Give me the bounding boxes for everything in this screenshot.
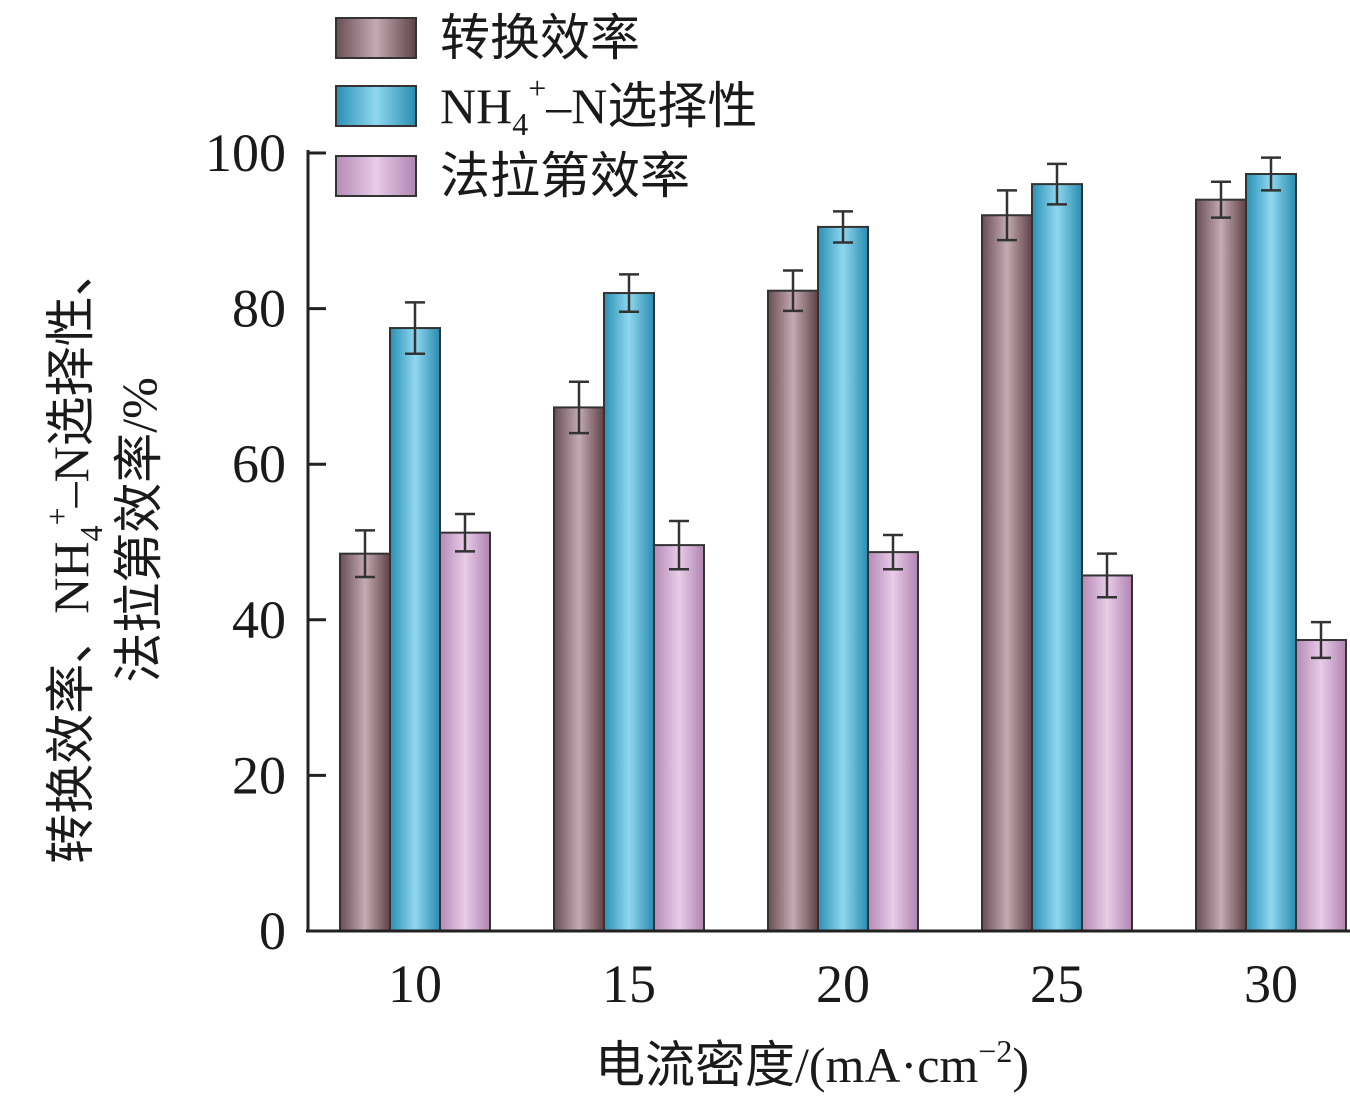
bar-1-10 [389, 327, 441, 932]
y-ticks-layer: 0 20 40 60 80 100 [205, 123, 326, 961]
bars-layer [339, 173, 1347, 933]
y-tick-label-0: 0 [259, 901, 286, 961]
y-axis-title-line1: 转换效率、NH4+–N选择性、 [39, 246, 109, 863]
bar-0-25 [981, 214, 1033, 933]
y-tick-label-40: 40 [232, 590, 286, 650]
legend-label-1: NH4+–N选择性 [440, 70, 757, 142]
y-axis-title: 转换效率、NH4+–N选择性、 法拉第效率/% [39, 246, 167, 863]
x-ticks-layer: 10 15 20 25 30 [388, 954, 1298, 1014]
error-bars-layer [355, 156, 1331, 660]
bar-2-30 [1295, 639, 1347, 932]
bar-1-30 [1245, 173, 1297, 933]
bar-0-15 [553, 406, 605, 932]
y-tick-label-80: 80 [232, 279, 286, 339]
x-axis-title: 电流密度/(mA·cm−2) [595, 1033, 1029, 1093]
y-tick-label-60: 60 [232, 434, 286, 494]
x-tick-label-10: 10 [388, 954, 442, 1014]
bar-2-25 [1081, 574, 1133, 932]
legend-item-0: 转换效率 [335, 10, 640, 66]
legend-label-2: 法拉第效率 [440, 148, 690, 204]
x-tick-label-30: 30 [1244, 954, 1298, 1014]
bar-1-15 [603, 292, 655, 933]
bar-2-15 [653, 544, 705, 932]
bar-0-20 [767, 289, 819, 932]
legend-item-2: 法拉第效率 [335, 148, 690, 204]
x-tick-label-20: 20 [816, 954, 870, 1014]
legend-swatch-0 [335, 17, 417, 59]
x-tick-label-15: 15 [602, 954, 656, 1014]
bar-1-20 [817, 225, 869, 933]
bar-0-30 [1195, 198, 1247, 932]
bar-2-10 [439, 531, 491, 932]
y-tick-label-20: 20 [232, 745, 286, 805]
bar-0-10 [339, 552, 391, 932]
x-tick-label-25: 25 [1030, 954, 1084, 1014]
legend: 转换效率 NH4+–N选择性 法拉第效率 [335, 10, 757, 204]
bar-2-20 [867, 551, 919, 932]
y-tick-label-100: 100 [205, 123, 286, 183]
legend-swatch-1 [335, 85, 417, 127]
legend-label-0: 转换效率 [440, 10, 640, 66]
y-axis-title-line2: 法拉第效率/% [111, 377, 167, 683]
bar-1-25 [1031, 183, 1083, 932]
legend-item-1: NH4+–N选择性 [335, 70, 757, 142]
legend-swatch-2 [335, 155, 417, 197]
